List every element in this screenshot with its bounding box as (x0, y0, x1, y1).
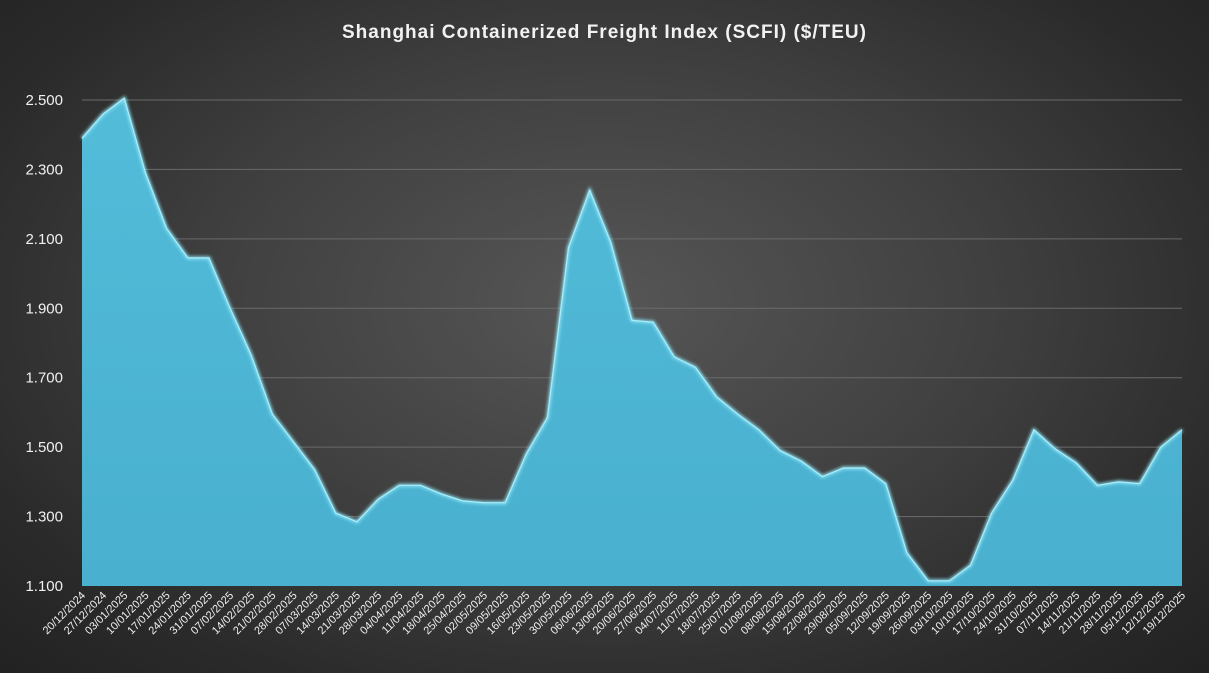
y-tick-label: 1.500 (25, 439, 63, 456)
y-tick-label: 1.700 (25, 370, 63, 387)
y-tick-label: 1.900 (25, 300, 63, 317)
area-edge (81, 97, 1183, 582)
y-tick-label: 1.100 (25, 578, 63, 595)
chart-title: Shanghai Containerized Freight Index (SC… (342, 22, 867, 43)
x-axis-ticks: 20/12/202427/12/202403/01/202510/01/2025… (41, 590, 1188, 637)
y-axis-ticks: 1.100 1.300 1.500 1.700 1.900 2.100 2.300 2.500 (25, 92, 63, 595)
area-fill (82, 98, 1182, 587)
y-tick-label: 2.100 (25, 231, 63, 248)
series-area (80, 95, 1183, 587)
y-tick-label: 1.300 (25, 509, 63, 526)
y-tick-label: 2.500 (25, 92, 63, 109)
y-tick-label: 2.300 (25, 161, 63, 178)
